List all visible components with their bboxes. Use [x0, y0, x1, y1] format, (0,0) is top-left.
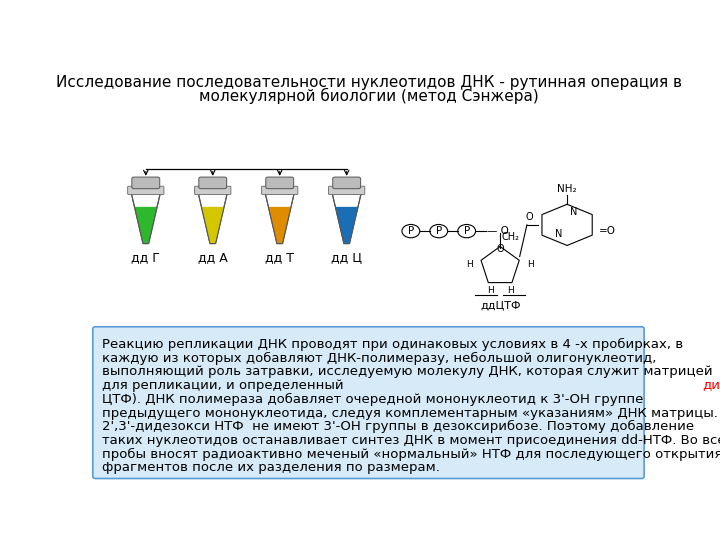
FancyBboxPatch shape [333, 177, 361, 188]
Polygon shape [202, 207, 224, 244]
Text: O: O [496, 244, 504, 253]
FancyBboxPatch shape [132, 177, 160, 188]
Text: H: H [528, 260, 534, 269]
Text: N: N [555, 229, 562, 239]
Text: 2',3'-дидезокси НТФ  не имеют 3'-ОН группы в дезоксирибозе. Поэтому добавление: 2',3'-дидезокси НТФ не имеют 3'-ОН групп… [102, 420, 694, 434]
Text: — O: — O [487, 226, 509, 236]
Polygon shape [135, 207, 157, 244]
Polygon shape [197, 190, 228, 244]
Text: N: N [570, 207, 577, 218]
Text: O: O [526, 212, 534, 221]
FancyBboxPatch shape [328, 186, 365, 194]
Text: NH₂: NH₂ [557, 184, 577, 194]
Text: предыдущего мононуклеотида, следуя комплементарным «указаниям» ДНК матрицы.: предыдущего мононуклеотида, следуя компл… [102, 407, 718, 420]
Text: дд Т: дд Т [265, 251, 294, 264]
Text: дд Г: дд Г [131, 251, 161, 264]
FancyBboxPatch shape [266, 177, 294, 188]
Polygon shape [130, 190, 161, 244]
Text: H: H [507, 286, 513, 295]
FancyBboxPatch shape [261, 186, 298, 194]
Text: ЦТФ). ДНК полимераза добавляет очередной мононуклеотид к 3'-ОН группе: ЦТФ). ДНК полимераза добавляет очередной… [102, 393, 644, 406]
Text: P: P [436, 226, 442, 236]
Text: P: P [464, 226, 469, 236]
Text: Реакцию репликации ДНК проводят при одинаковых условиях в 4 -х пробирках, в: Реакцию репликации ДНК проводят при один… [102, 338, 683, 351]
Polygon shape [331, 190, 362, 244]
Text: H: H [466, 260, 473, 269]
Text: =O: =O [599, 226, 616, 236]
Text: дд А: дд А [198, 251, 228, 264]
Text: P: P [408, 226, 414, 236]
Text: CH₂: CH₂ [502, 232, 520, 242]
Text: Исследование последовательности нуклеотидов ДНК - рутинная операция в: Исследование последовательности нуклеоти… [56, 75, 682, 90]
Text: ддЦТФ: ддЦТФ [480, 301, 521, 310]
Text: таких нуклеотидов останавливает синтез ДНК в момент присоединения dd-НТФ. Во все: таких нуклеотидов останавливает синтез Д… [102, 434, 720, 447]
Text: выполняющий роль затравки, исследуемую молекулу ДНК, которая служит матрицей: выполняющий роль затравки, исследуемую м… [102, 366, 713, 379]
Polygon shape [264, 190, 295, 244]
Polygon shape [336, 207, 358, 244]
Polygon shape [269, 207, 291, 244]
FancyBboxPatch shape [199, 177, 227, 188]
FancyBboxPatch shape [93, 327, 644, 478]
Text: пробы вносят радиоактивно меченый «нормальный» НТФ для последующего открытия: пробы вносят радиоактивно меченый «норма… [102, 448, 720, 461]
FancyBboxPatch shape [194, 186, 231, 194]
Text: молекулярной биологии (метод Сэнжера): молекулярной биологии (метод Сэнжера) [199, 87, 539, 104]
Text: фрагментов после их разделения по размерам.: фрагментов после их разделения по размер… [102, 462, 440, 475]
Text: дд Ц: дд Ц [331, 251, 362, 264]
Text: дидезоксинуклеотид: дидезоксинуклеотид [702, 379, 720, 392]
FancyBboxPatch shape [127, 186, 164, 194]
Text: для репликации, и определенный: для репликации, и определенный [102, 379, 348, 392]
Text: H: H [487, 286, 493, 295]
Text: каждую из которых добавляют ДНК-полимеразу, небольшой олигонуклеотид,: каждую из которых добавляют ДНК-полимера… [102, 352, 657, 365]
